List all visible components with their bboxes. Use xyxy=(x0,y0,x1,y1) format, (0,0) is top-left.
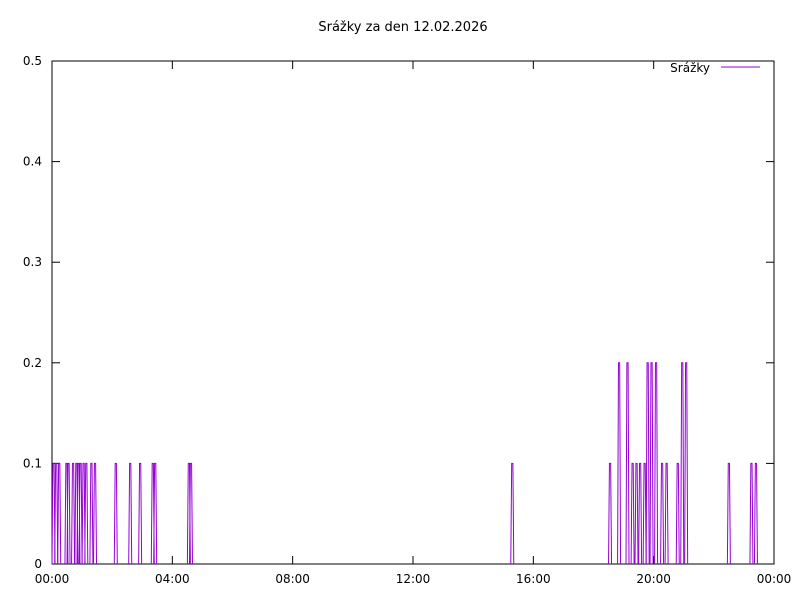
series-mark xyxy=(66,462,71,565)
series-mark xyxy=(654,362,659,565)
legend-label: Srážky xyxy=(670,61,710,75)
series-mark xyxy=(57,462,62,565)
series-mark xyxy=(608,462,613,565)
series-mark xyxy=(726,462,731,565)
series-mark xyxy=(625,362,630,565)
series-mark xyxy=(675,462,680,565)
series-mark xyxy=(188,462,193,565)
series-mark xyxy=(645,362,650,565)
series-mark xyxy=(84,462,89,565)
x-tick-label: 04:00 xyxy=(155,572,190,586)
series-mark xyxy=(81,462,86,565)
series-mark xyxy=(113,462,118,565)
series-mark xyxy=(617,362,622,565)
series-mark xyxy=(78,462,83,565)
series-mark xyxy=(638,462,643,565)
x-tick-label: 00:00 xyxy=(757,572,792,586)
x-tick-label: 20:00 xyxy=(636,572,671,586)
y-axis-ticks: 0 0.1 0.2 0.3 0.4 0.5 xyxy=(23,54,774,571)
series-mark xyxy=(634,462,639,565)
x-tick-label: 16:00 xyxy=(516,572,551,586)
series-mark xyxy=(664,462,669,565)
series-mark xyxy=(54,462,59,565)
series-mark xyxy=(93,462,98,565)
series-mark xyxy=(642,462,647,565)
y-tick-label: 0.2 xyxy=(23,356,42,370)
y-tick-label: 0 xyxy=(34,557,42,571)
series-mark xyxy=(128,462,133,565)
series-mark xyxy=(89,462,94,565)
y-tick-label: 0.3 xyxy=(23,255,42,269)
y-tick-label: 0.1 xyxy=(23,456,42,470)
x-tick-label: 00:00 xyxy=(35,572,70,586)
chart-title: Srážky za den 12.02.2026 xyxy=(318,20,487,35)
series-mark xyxy=(660,462,665,565)
series-mark xyxy=(138,462,143,565)
series-mark xyxy=(684,362,689,565)
x-axis-ticks: 00:00 04:00 08:00 12:00 16:00 20:00 00:00 xyxy=(35,61,792,586)
series-mark xyxy=(51,462,56,565)
legend: Srážky xyxy=(670,61,760,75)
series-mark xyxy=(630,462,635,565)
series-layer xyxy=(51,362,758,565)
y-tick-label: 0.4 xyxy=(23,155,42,169)
series-mark xyxy=(680,362,685,565)
series-mark xyxy=(510,462,515,565)
y-tick-label: 0.5 xyxy=(23,54,42,68)
series-mark xyxy=(153,462,158,565)
series-mark xyxy=(753,462,758,565)
x-tick-label: 08:00 xyxy=(275,572,310,586)
series-mark xyxy=(71,462,76,565)
series-mark xyxy=(749,462,754,565)
x-tick-label: 12:00 xyxy=(396,572,431,586)
series-mark xyxy=(649,362,654,565)
